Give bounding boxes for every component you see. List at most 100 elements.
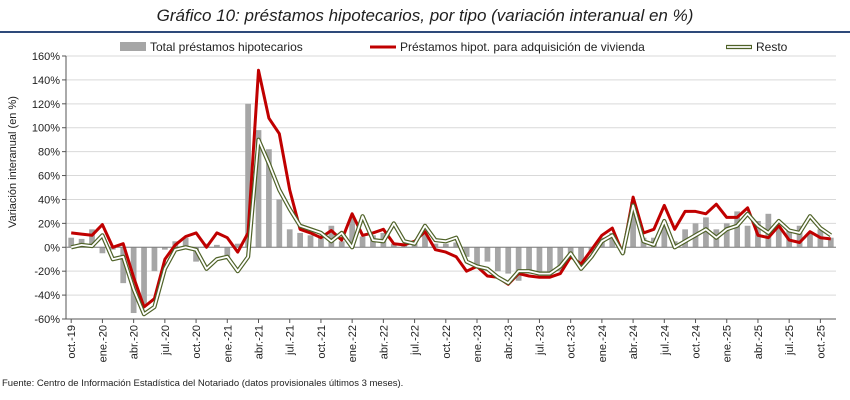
y-tick-label: 60% — [38, 171, 60, 183]
bar — [120, 247, 127, 284]
bar — [775, 225, 782, 248]
x-tick-label: jul.-21 — [285, 325, 297, 356]
bar — [557, 247, 564, 272]
y-tick-label: -20% — [34, 266, 60, 278]
axes — [65, 56, 836, 320]
x-tick-label: abr.-24 — [628, 325, 640, 359]
bar — [349, 217, 356, 248]
x-tick-label: ene.-24 — [597, 325, 609, 362]
bar — [661, 223, 668, 248]
x-tick-label: oct.-19 — [66, 325, 78, 359]
line-series — [70, 68, 832, 317]
gridlines — [62, 55, 836, 320]
series-line-resto-outline — [70, 137, 832, 317]
x-tick-labels: oct.-19 ene.-20 abr.-20 jul.-20 oct.-20 ene.-… — [66, 319, 827, 362]
x-tick-label: jul.-20 — [160, 325, 172, 356]
bar — [161, 247, 168, 250]
x-tick-label: abr.-23 — [503, 325, 515, 359]
bar — [141, 247, 147, 305]
bar — [297, 232, 303, 248]
y-tick-label: -60% — [34, 314, 60, 326]
bar — [796, 225, 803, 248]
bar — [442, 243, 449, 248]
legend-label: Resto — [756, 40, 788, 54]
legend-label: Préstamos hipot. para adquisición de viv… — [400, 40, 645, 54]
x-tick-label: oct.-22 — [441, 325, 453, 359]
x-tick-label: jul.-24 — [659, 325, 671, 356]
bar — [682, 229, 688, 248]
bar — [151, 247, 158, 272]
y-tick-label: 100% — [32, 123, 60, 135]
x-tick-label: ene.-22 — [347, 325, 359, 362]
bar — [266, 149, 272, 248]
bar — [703, 217, 709, 248]
x-tick-label: oct.-21 — [316, 325, 328, 359]
x-tick-label: ene.-23 — [472, 325, 484, 362]
x-tick-label: oct.-25 — [815, 325, 827, 359]
x-tick-label: ene.-21 — [222, 325, 234, 362]
bar — [182, 237, 189, 248]
x-tick-label: ene.-25 — [722, 325, 734, 362]
y-tick-label: 80% — [38, 147, 60, 159]
legend-item: Resto — [726, 40, 788, 54]
legend-swatch-bar — [120, 42, 146, 51]
y-tick-labels: -60% -40% -20% 0% 20% 40% 60% 80% 100% 120% 140% 16… — [32, 51, 60, 326]
y-tick-label: 160% — [32, 51, 60, 63]
x-tick-label: jul.-23 — [534, 325, 546, 356]
bar — [318, 235, 324, 248]
x-tick-label: oct.-23 — [566, 325, 578, 359]
y-tick-label: 20% — [38, 218, 60, 230]
bar — [536, 247, 543, 274]
bar — [89, 229, 95, 248]
bar — [68, 237, 75, 248]
y-tick-label: 120% — [32, 99, 60, 111]
bar — [99, 247, 106, 254]
x-tick-label: abr.-25 — [753, 325, 765, 359]
x-tick-label: abr.-20 — [129, 325, 141, 359]
bar — [286, 229, 293, 248]
bar — [390, 243, 397, 248]
bar — [734, 211, 741, 248]
legend-item: Préstamos hipot. para adquisición de viv… — [370, 40, 645, 54]
source-note: Fuente: Centro de Información Estadístic… — [2, 378, 404, 389]
bar — [338, 241, 345, 248]
legend-label: Total préstamos hipotecarios — [150, 40, 303, 54]
title-rule — [0, 31, 850, 33]
bar — [578, 247, 584, 262]
bar — [463, 247, 470, 257]
x-tick-label: oct.-20 — [191, 325, 203, 359]
y-tick-label: -40% — [34, 290, 60, 302]
x-tick-label: jul.-22 — [410, 325, 422, 356]
series-line-resto — [70, 138, 832, 316]
bar — [526, 247, 532, 274]
bar — [234, 243, 241, 248]
bar — [307, 235, 314, 248]
x-tick-label: abr.-21 — [254, 325, 266, 359]
bar — [827, 237, 834, 248]
bar — [214, 244, 220, 248]
bar — [807, 232, 813, 248]
bar — [505, 247, 512, 274]
bar — [546, 247, 553, 274]
bar — [609, 232, 616, 248]
bar — [193, 247, 199, 262]
bar — [432, 243, 439, 248]
x-tick-label: oct.-24 — [691, 325, 703, 359]
x-tick-label: abr.-22 — [378, 325, 390, 359]
x-tick-label: jul.-25 — [784, 325, 796, 356]
y-tick-label: 40% — [38, 194, 60, 206]
bar — [515, 247, 522, 281]
y-axis-label: Variación interanual (en %) — [7, 96, 19, 228]
x-tick-label: ene.-20 — [97, 325, 109, 362]
bar — [474, 247, 480, 266]
bar — [744, 225, 751, 248]
bar — [276, 199, 283, 248]
chart-title: Gráfico 10: préstamos hipotecarios, por … — [156, 6, 694, 25]
bar — [224, 247, 231, 260]
bar — [723, 223, 730, 248]
bar — [328, 225, 335, 248]
bar — [484, 247, 491, 262]
legend-item: Total préstamos hipotecarios — [120, 40, 303, 54]
series-line-vivienda — [71, 68, 831, 309]
